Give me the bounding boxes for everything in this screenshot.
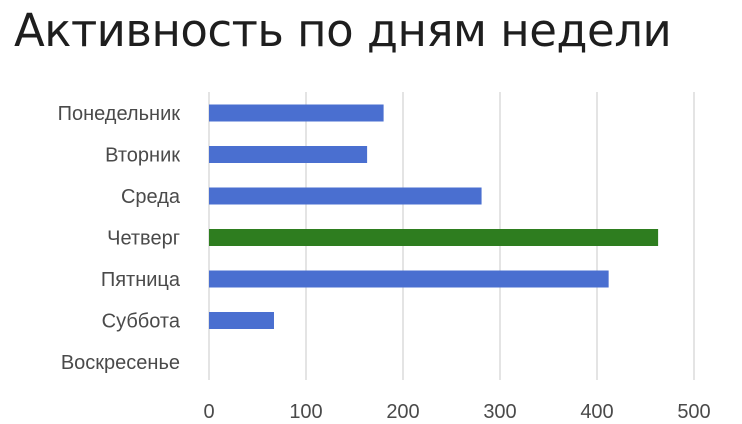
x-tick-label: 100 [289,401,322,423]
bar [209,312,274,329]
category-label: Вторник [105,145,180,167]
bar [209,104,384,122]
category-label: Воскресенье [61,352,180,374]
x-axis-tick-labels: 0 100 200 300 400 500 [203,401,710,423]
bar [209,187,482,205]
category-label: Среда [121,186,181,208]
x-tick-label: 400 [580,401,613,423]
chart-title: Активность по дням недели [14,4,672,57]
category-label: Пятница [101,269,181,291]
category-labels: Понедельник Вторник Среда Четверг Пятница Суб… [58,103,181,374]
x-tick-label: 300 [483,401,516,423]
category-label: Понедельник [58,103,181,125]
bar [209,270,609,288]
bar [209,229,659,246]
category-label: Четверг [107,228,180,250]
x-tick-label: 200 [386,401,419,423]
category-label: Суббота [102,311,181,333]
x-tick-label: 0 [203,401,214,423]
x-tick-label: 500 [677,401,710,423]
bars [209,104,659,329]
bar [209,146,368,163]
